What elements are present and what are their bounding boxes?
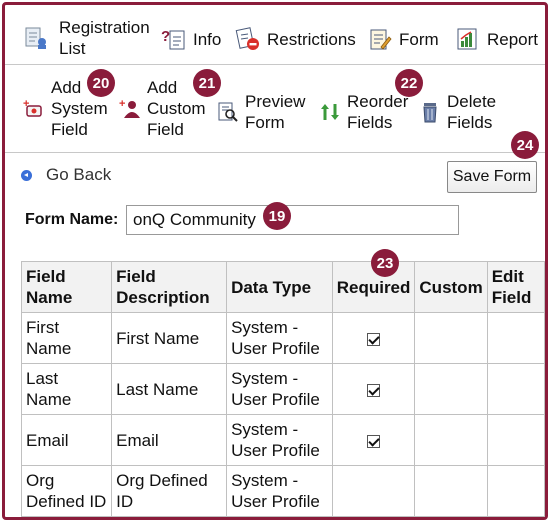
edit-field-cell bbox=[486, 312, 545, 364]
edit-field-cell bbox=[486, 465, 545, 517]
delete-fields-button[interactable]: Delete Fields bbox=[419, 91, 496, 133]
data-type-cell: System - User Profile bbox=[226, 465, 333, 517]
svg-text:+: + bbox=[119, 98, 125, 110]
nav-report[interactable]: Report bbox=[455, 27, 538, 51]
data-type-cell: System - User Profile bbox=[226, 363, 333, 415]
required-cell bbox=[331, 414, 416, 466]
table-row: Org Defined ID Org Defined ID System - User… bbox=[20, 465, 545, 517]
add-custom-field-label-1: Add bbox=[147, 78, 178, 97]
field-description-cell: First Name bbox=[111, 312, 228, 364]
col-custom: Custom bbox=[414, 261, 488, 313]
field-name-cell: Last Name bbox=[20, 363, 113, 415]
reorder-fields-label-2: Fields bbox=[347, 113, 393, 132]
data-type-cell: System - User Profile bbox=[226, 414, 333, 466]
field-name-cell: First Name bbox=[20, 312, 113, 364]
action-toolbar: + Add System Field + Add Custom Field bbox=[5, 65, 545, 153]
preview-form-label-1: Preview bbox=[245, 92, 306, 111]
field-description-cell: Last Name bbox=[111, 363, 228, 415]
registration-list-icon bbox=[23, 26, 49, 50]
table-row: Last Name Last Name System - User Profile bbox=[20, 363, 545, 415]
go-back-label: Go Back bbox=[46, 165, 112, 184]
save-form-button[interactable]: Save Form bbox=[447, 161, 537, 193]
required-cell bbox=[331, 363, 416, 415]
page-frame: Registration List ? Info bbox=[2, 2, 548, 520]
nav-form[interactable]: Form bbox=[367, 27, 439, 51]
data-type-cell: System - User Profile bbox=[226, 312, 333, 364]
registration-list-label-1: Registration bbox=[59, 18, 150, 37]
add-custom-field-label-3: Field bbox=[147, 120, 184, 139]
table-row: Email Email System - User Profile bbox=[20, 414, 545, 466]
field-name-cell: Email bbox=[20, 414, 113, 466]
required-cell bbox=[331, 465, 416, 517]
form-name-label: Form Name: bbox=[25, 211, 119, 228]
col-required: Required bbox=[331, 261, 416, 313]
col-field-description: Field Description bbox=[111, 261, 228, 313]
nav-info-label: Info bbox=[193, 29, 222, 49]
nav-report-label: Report bbox=[487, 29, 539, 49]
col-data-type: Data Type bbox=[226, 261, 333, 313]
add-custom-field-label-2: Custom bbox=[147, 99, 206, 118]
back-arrow-icon bbox=[21, 169, 32, 181]
nav-form-label: Form bbox=[399, 29, 439, 49]
reorder-fields-button[interactable]: Reorder Fields bbox=[319, 91, 408, 133]
add-system-field-label-3: Field bbox=[51, 120, 88, 139]
add-system-field-label-1: Add bbox=[51, 78, 82, 97]
required-cell bbox=[331, 312, 416, 364]
required-checkbox[interactable] bbox=[367, 332, 381, 346]
callout-badge-20: 20 bbox=[87, 69, 115, 97]
svg-text:+: + bbox=[23, 98, 29, 110]
nav-restrictions[interactable]: Restrictions bbox=[235, 27, 356, 51]
required-checkbox[interactable] bbox=[367, 383, 381, 397]
col-edit-field: Edit Field bbox=[486, 261, 545, 313]
nav-restrictions-label: Restrictions bbox=[267, 29, 356, 49]
top-nav-bar: Registration List ? Info bbox=[5, 5, 545, 65]
fields-table: Field Name Field Description Data Type Req… bbox=[20, 261, 545, 517]
restrictions-icon bbox=[235, 27, 261, 51]
callout-badge-21: 21 bbox=[193, 69, 221, 97]
form-name-input[interactable] bbox=[126, 205, 459, 235]
preview-form-icon bbox=[217, 101, 239, 123]
custom-cell bbox=[414, 312, 488, 364]
trash-icon bbox=[419, 101, 441, 123]
preview-form-button[interactable]: Preview Form bbox=[217, 91, 305, 133]
callout-badge-24: 24 bbox=[511, 131, 539, 159]
add-system-field-button[interactable]: + Add System Field bbox=[23, 77, 108, 140]
required-checkbox[interactable] bbox=[367, 434, 381, 448]
table-header-row: Field Name Field Description Data Type Req… bbox=[20, 261, 545, 313]
col-field-name: Field Name bbox=[20, 261, 113, 313]
field-name-cell: Org Defined ID bbox=[20, 465, 113, 517]
custom-cell bbox=[414, 465, 488, 517]
delete-fields-label-1: Delete bbox=[447, 92, 497, 111]
field-description-cell: Email bbox=[111, 414, 228, 466]
info-doc-icon: ? bbox=[161, 27, 187, 51]
delete-fields-label-2: Fields bbox=[447, 113, 493, 132]
add-custom-field-icon: + bbox=[119, 98, 141, 120]
svg-text:?: ? bbox=[161, 28, 170, 45]
table-row: First Name First Name System - User Profi… bbox=[20, 312, 545, 364]
edit-field-cell bbox=[486, 414, 545, 466]
callout-badge-22: 22 bbox=[395, 69, 423, 97]
callout-badge-23: 23 bbox=[371, 249, 399, 277]
nav-info[interactable]: ? Info bbox=[161, 27, 221, 51]
add-custom-field-button[interactable]: + Add Custom Field bbox=[119, 77, 206, 140]
reorder-arrows-icon bbox=[319, 101, 341, 123]
field-description-cell: Org Defined ID bbox=[111, 465, 228, 517]
add-system-field-icon: + bbox=[23, 98, 45, 120]
go-back-link[interactable]: Go Back bbox=[21, 165, 111, 185]
edit-field-cell bbox=[486, 363, 545, 415]
callout-badge-19: 19 bbox=[263, 202, 291, 230]
preview-form-label-2: Form bbox=[245, 113, 285, 132]
custom-cell bbox=[414, 363, 488, 415]
add-system-field-label-2: System bbox=[51, 99, 108, 118]
custom-cell bbox=[414, 414, 488, 466]
nav-registration-list[interactable]: Registration List bbox=[23, 17, 150, 59]
registration-list-label-2: List bbox=[59, 39, 86, 58]
reorder-fields-label-1: Reorder bbox=[347, 92, 409, 111]
report-chart-icon bbox=[455, 27, 481, 51]
form-icon bbox=[367, 27, 393, 51]
